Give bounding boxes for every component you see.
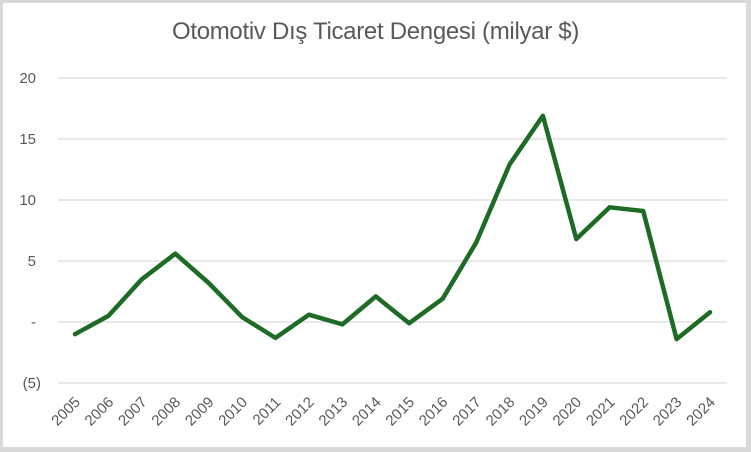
x-tick-label: 2015 bbox=[382, 394, 418, 430]
y-tick-label: 20 bbox=[19, 70, 36, 87]
x-tick-label: 2020 bbox=[550, 394, 586, 430]
y-tick-label: 15 bbox=[19, 131, 36, 148]
x-tick-label: 2018 bbox=[483, 394, 519, 430]
x-tick-label: 2012 bbox=[282, 394, 318, 430]
x-tick-label: 2008 bbox=[148, 394, 184, 430]
x-tick-label: 2010 bbox=[215, 394, 251, 430]
x-tick-label: 2019 bbox=[516, 394, 552, 430]
y-axis-labels: 20 15 10 5 - (5) bbox=[19, 70, 41, 392]
x-tick-label: 2006 bbox=[82, 394, 118, 430]
x-tick-label: 2022 bbox=[616, 394, 652, 430]
y-tick-label: - bbox=[31, 314, 36, 331]
x-tick-label: 2005 bbox=[48, 394, 84, 430]
series-line bbox=[72, 113, 713, 342]
x-tick-label: 2007 bbox=[115, 394, 151, 430]
chart-area bbox=[2, 2, 747, 448]
y-tick-label: 5 bbox=[28, 253, 36, 270]
x-tick-label: 2009 bbox=[182, 394, 218, 430]
x-tick-label: 2011 bbox=[250, 394, 285, 429]
x-tick-label: 2023 bbox=[650, 394, 686, 430]
gridlines bbox=[58, 77, 727, 384]
x-tick-label: 2021 bbox=[583, 394, 619, 430]
data-series bbox=[72, 113, 713, 342]
x-tick-label: 2017 bbox=[449, 394, 485, 430]
x-tick-label: 2014 bbox=[349, 394, 385, 430]
chart-title: Otomotiv Dış Ticaret Dengesi (milyar $) bbox=[171, 18, 580, 45]
x-tick-label: 2013 bbox=[316, 394, 352, 430]
y-tick-label: 10 bbox=[19, 192, 36, 209]
x-tick-label: 2016 bbox=[416, 394, 452, 430]
x-tick-label: 2024 bbox=[683, 394, 719, 430]
y-tick-label: (5) bbox=[23, 375, 41, 392]
x-axis-labels: 2005200620072008200920102011201220132014… bbox=[48, 394, 719, 430]
